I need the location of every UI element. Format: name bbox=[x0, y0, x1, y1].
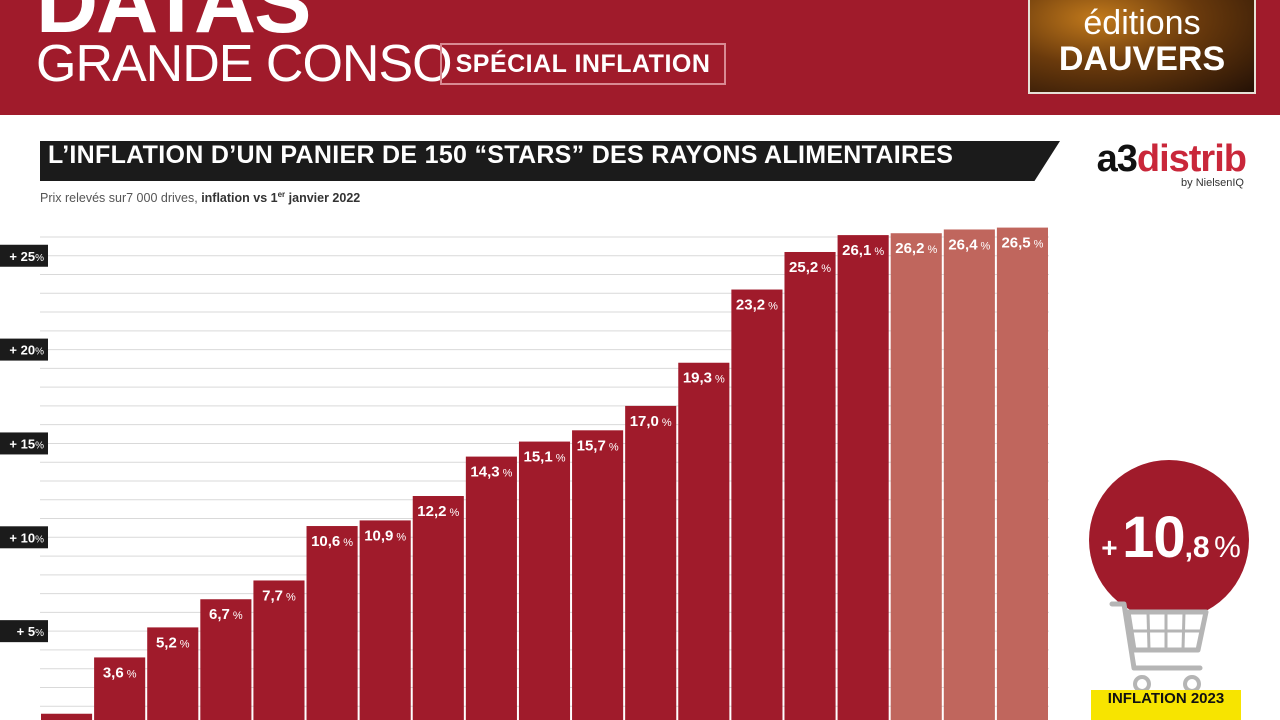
bar-value-label: 3,6% bbox=[103, 664, 137, 681]
bar bbox=[943, 229, 995, 720]
bar-value-label: 26,4% bbox=[948, 236, 990, 253]
bar-value-label: 14,3% bbox=[470, 464, 512, 481]
bar bbox=[359, 520, 411, 720]
bar bbox=[625, 405, 677, 720]
bar-value-label: 15,7% bbox=[577, 437, 619, 454]
bar bbox=[996, 227, 1048, 720]
source-logo-part2: distrib bbox=[1136, 138, 1247, 180]
y-tick-label: + 10% bbox=[9, 530, 44, 545]
bar bbox=[147, 627, 199, 720]
header-banner: DATAS GRANDE CONSO SPÉCIAL INFLATION édi… bbox=[0, 0, 1280, 115]
publisher-logo: éditions DAUVERS bbox=[1028, 0, 1256, 94]
bar-value-label: 6,7% bbox=[209, 606, 243, 623]
badge-int: 10 bbox=[1122, 505, 1186, 570]
chart-subtitle: Prix relevés sur7 000 drives, inflation … bbox=[40, 190, 360, 205]
badge-plus: + bbox=[1101, 532, 1118, 563]
bar bbox=[465, 456, 517, 720]
source-logo: a3distrib by NielsenIQ bbox=[1082, 140, 1252, 192]
inflation-2023-label: INFLATION 2023 bbox=[1091, 690, 1241, 720]
subtitle-bold-text: inflation vs 1 bbox=[201, 191, 278, 206]
bar-value-label: 25,2% bbox=[789, 259, 831, 276]
bar-value-label: 23,2% bbox=[736, 297, 778, 314]
bar-value-label: 17,0% bbox=[630, 413, 672, 430]
bar-value-label: 12,2% bbox=[417, 503, 459, 520]
bar bbox=[518, 441, 571, 720]
brand-title: DATAS bbox=[36, 0, 311, 51]
bar bbox=[784, 251, 836, 720]
bar bbox=[731, 289, 783, 720]
bar bbox=[837, 235, 889, 720]
y-tick-box bbox=[0, 526, 48, 549]
bar-value-label: 10,9% bbox=[364, 527, 406, 544]
bar bbox=[94, 657, 146, 720]
bar-value-label: 5,2% bbox=[156, 634, 190, 651]
subtitle-sup: er bbox=[277, 190, 286, 199]
bar-value-label: 15,1% bbox=[524, 449, 566, 466]
bar-chart: + 5%+ 10%+ 15%+ 20%+ 25%0,6%3,6%5,2%6,7%… bbox=[0, 227, 1049, 720]
badge-dec: ,8 bbox=[1184, 531, 1210, 564]
bar bbox=[200, 599, 252, 720]
shopping-cart-icon bbox=[1109, 601, 1209, 693]
publisher-line1: éditions bbox=[1083, 4, 1201, 42]
bar-value-label: 26,1% bbox=[842, 242, 884, 259]
y-tick-label: + 15% bbox=[9, 436, 44, 451]
y-tick-label: + 20% bbox=[9, 343, 44, 358]
bar bbox=[572, 430, 624, 720]
y-tick-label: + 25% bbox=[9, 249, 44, 264]
badge-unit: % bbox=[1214, 531, 1241, 564]
brand-subtitle: GRANDE CONSO bbox=[36, 35, 453, 93]
chart-title: L’INFLATION D’UN PANIER DE 150 “STARS” D… bbox=[48, 141, 954, 169]
badge-value: + 10,8 % bbox=[1086, 504, 1256, 585]
bar bbox=[253, 580, 305, 720]
special-label: SPÉCIAL INFLATION bbox=[440, 43, 726, 85]
bar-value-label: 26,2% bbox=[895, 240, 937, 257]
bar-value-label: 26,5% bbox=[1001, 235, 1043, 252]
bar-value-label: 19,3% bbox=[683, 370, 725, 387]
bar bbox=[41, 713, 93, 720]
chart-title-bar bbox=[40, 141, 1060, 181]
y-tick-box bbox=[0, 338, 48, 361]
y-tick-box bbox=[0, 244, 48, 267]
subtitle-bold: inflation vs 1er janvier 2022 bbox=[201, 190, 361, 206]
source-logo-part1: a3 bbox=[1096, 138, 1138, 180]
bar bbox=[678, 362, 730, 720]
y-tick-box bbox=[0, 432, 48, 455]
bar-value-label: 7,7% bbox=[262, 587, 296, 604]
source-logo-by: by NielsenIQ bbox=[1181, 177, 1244, 189]
y-tick-box bbox=[0, 620, 48, 643]
bar-value-label: 10,6% bbox=[311, 533, 353, 550]
bar bbox=[890, 233, 942, 720]
subtitle-end: janvier 2022 bbox=[288, 191, 361, 206]
y-tick-label: + 5% bbox=[17, 624, 44, 639]
subtitle-plain: Prix relevés sur7 000 drives, bbox=[40, 191, 198, 206]
source-logo-text: a3distrib bbox=[1096, 138, 1247, 180]
bar bbox=[306, 526, 358, 720]
bar bbox=[412, 496, 464, 720]
publisher-line2: DAUVERS bbox=[1058, 40, 1226, 78]
inflation-badge bbox=[1089, 460, 1249, 620]
